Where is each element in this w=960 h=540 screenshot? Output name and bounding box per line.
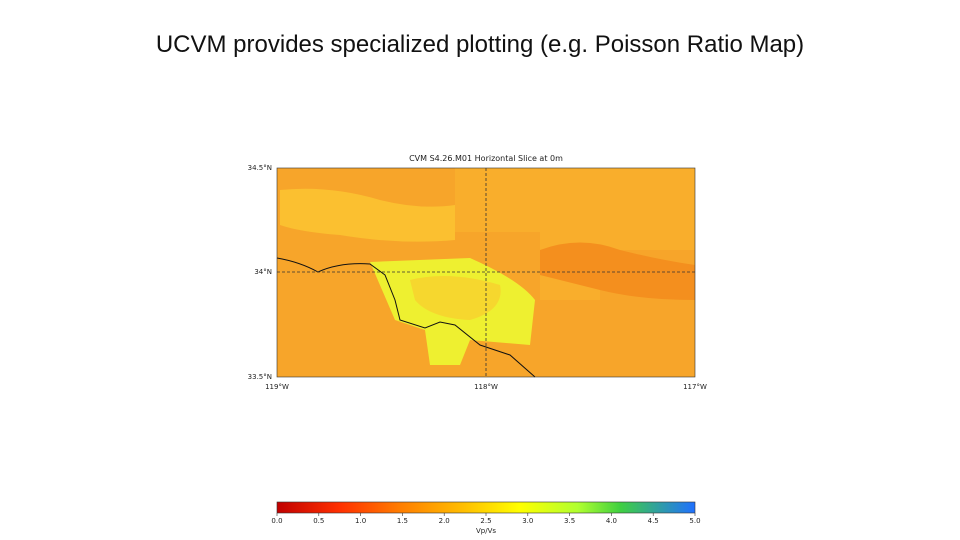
lon-label: 117°W	[683, 383, 707, 391]
terrain	[280, 188, 455, 242]
tick-label: 4.0	[606, 517, 617, 525]
map: CVM S4.26.M01 Horizontal Slice at 0m 34.…	[248, 154, 707, 391]
basin	[410, 276, 501, 320]
tick-label: 5.0	[689, 517, 700, 525]
tick-label: 4.5	[648, 517, 659, 525]
tick-label: 1.0	[355, 517, 366, 525]
map-frame	[276, 167, 696, 378]
colorbar: Vp/Vs 0.0 0.5 1.0 1.5 2.0 2.5 3.0 3.5 4.0 4.5 5.0	[271, 501, 701, 535]
tick-label: 3.5	[564, 517, 575, 525]
lon-label: 119°W	[265, 383, 289, 391]
lat-label: 34.5°N	[248, 164, 272, 172]
lat-label: 33.5°N	[248, 373, 272, 381]
lon-label: 118°W	[474, 383, 498, 391]
colorbar-bar	[276, 501, 696, 514]
terrain	[540, 242, 695, 300]
slide-title: UCVM provides specialized plotting (e.g.…	[156, 31, 804, 58]
tick-label: 1.5	[397, 517, 408, 525]
lat-label: 34°N	[254, 268, 272, 276]
map-title: CVM S4.26.M01 Horizontal Slice at 0m	[409, 154, 563, 163]
tick-label: 2.0	[439, 517, 450, 525]
colorbar-label: Vp/Vs	[476, 527, 496, 535]
tick-label: 0.0	[271, 517, 282, 525]
tick-label: 0.5	[313, 517, 324, 525]
tick-label: 3.0	[522, 517, 533, 525]
coastline	[276, 257, 536, 378]
tick-label: 2.5	[480, 517, 491, 525]
